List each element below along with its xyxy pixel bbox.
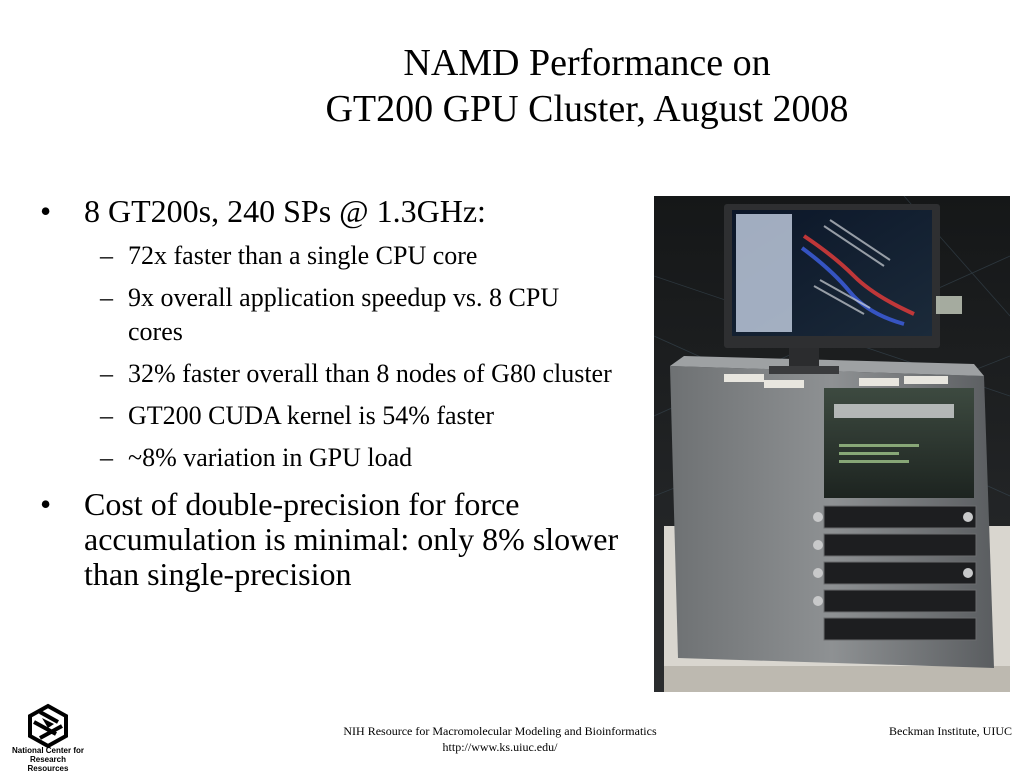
sub-bullet-item: – 9x overall application speedup vs. 8 C… <box>84 281 598 349</box>
footer-center-text: NIH Resource for Macromolecular Modeling… <box>240 723 760 755</box>
sub-bullet-mark: – <box>100 359 113 388</box>
sub-bullet-mark: – <box>100 283 113 312</box>
logo-line-2: Research Resources <box>27 755 69 773</box>
bullet-item: • Cost of double-precision for force acc… <box>40 487 644 592</box>
footer-institute: Beckman Institute, UIUC <box>889 724 1012 738</box>
sub-bullet-text: 9x overall application speedup vs. 8 CPU… <box>128 283 560 346</box>
sub-bullet-list: – 72x faster than a single CPU core – 9x… <box>84 239 640 475</box>
bullet-mark: • <box>40 193 52 229</box>
ncrr-logo-icon <box>28 703 68 749</box>
sub-bullet-text: GT200 CUDA kernel is 54% faster <box>128 401 495 430</box>
bullet-item: • 8 GT200s, 240 SPs @ 1.3GHz: – 72x fast… <box>40 194 640 475</box>
sub-bullet-text: ~8% variation in GPU load <box>128 443 413 472</box>
footer-resource-name: NIH Resource for Macromolecular Modeling… <box>343 724 657 738</box>
sub-bullet-text: 32% faster overall than 8 nodes of G80 c… <box>128 359 612 388</box>
gpu-cluster-photo <box>654 196 1010 692</box>
bullet-text: 8 GT200s, 240 SPs @ 1.3GHz: <box>84 193 486 229</box>
sub-bullet-mark: – <box>100 401 113 430</box>
bullet-text: Cost of double-precision for force accum… <box>84 486 619 592</box>
slide-title: NAMD Performance on GT200 GPU Cluster, A… <box>150 40 1024 132</box>
footer-url[interactable]: http://www.ks.uiuc.edu/ <box>442 740 558 754</box>
sub-bullet-item: – GT200 CUDA kernel is 54% faster <box>84 399 640 433</box>
gpu-cluster-illustration <box>654 196 1010 692</box>
sub-bullet-item: – 72x faster than a single CPU core <box>84 239 640 273</box>
sub-bullet-item: – 32% faster overall than 8 nodes of G80… <box>84 357 658 391</box>
bullet-mark: • <box>40 486 52 522</box>
slide-title-line-2: GT200 GPU Cluster, August 2008 <box>325 88 849 130</box>
bullet-list: • 8 GT200s, 240 SPs @ 1.3GHz: – 72x fast… <box>40 194 640 604</box>
ncrr-logo: National Center for Research Resources <box>12 702 84 773</box>
sub-bullet-item: – ~8% variation in GPU load <box>84 441 640 475</box>
logo-line-1: National Center for <box>12 746 85 755</box>
sub-bullet-text: 72x faster than a single CPU core <box>128 241 478 270</box>
sub-bullet-mark: – <box>100 241 113 270</box>
ncrr-logo-text: National Center for Research Resources <box>12 746 84 773</box>
slide-footer: National Center for Research Resources N… <box>0 703 1024 773</box>
slide-title-line-1: NAMD Performance on <box>403 42 771 84</box>
sub-bullet-mark: – <box>100 443 113 472</box>
